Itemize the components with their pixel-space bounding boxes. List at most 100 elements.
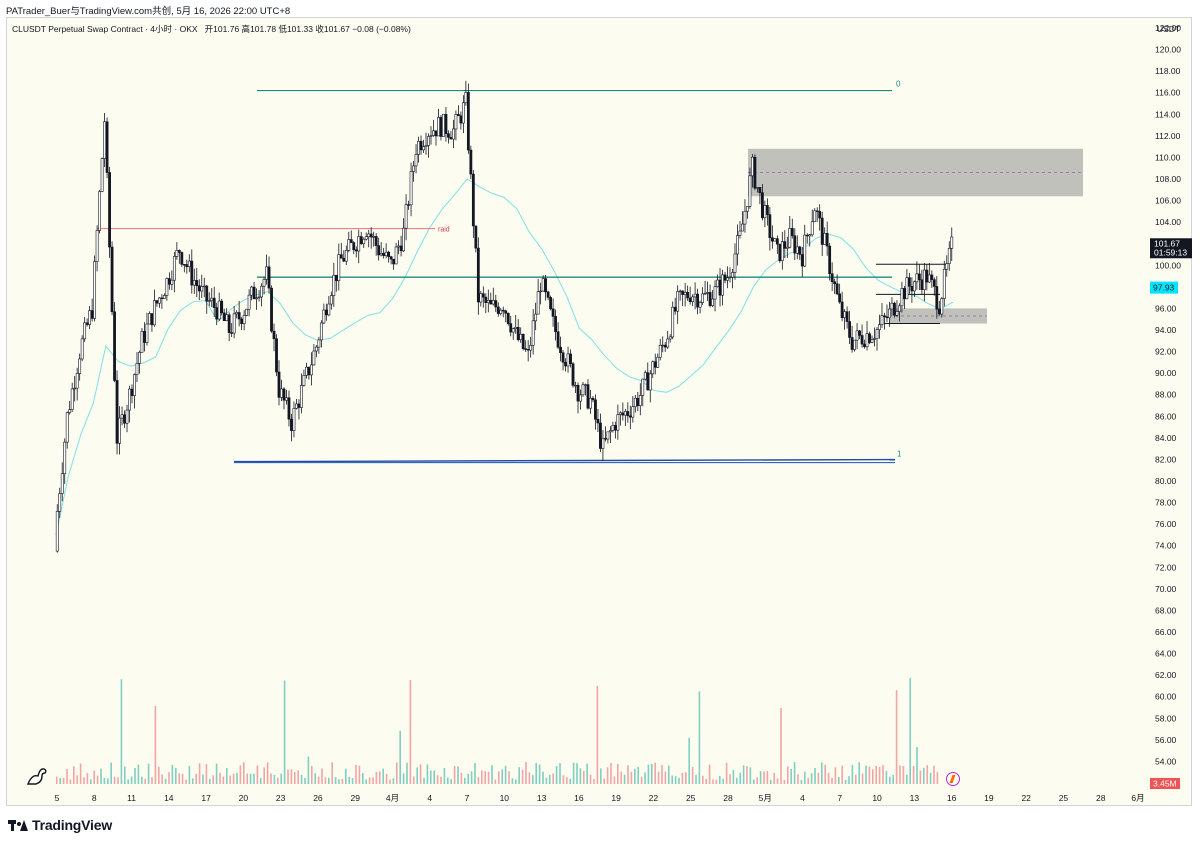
candle-body	[584, 384, 587, 386]
candle-body	[795, 246, 799, 254]
candle-body	[80, 338, 84, 360]
currency-label: USDT	[1157, 24, 1181, 34]
price-tick-label: 112.00	[1155, 131, 1181, 141]
price-tick-label: 56.00	[1155, 735, 1177, 745]
chart-area[interactable]	[6, 17, 1192, 806]
volume-bar	[96, 775, 99, 784]
candle-body	[611, 425, 615, 431]
candle-body	[785, 246, 789, 249]
candle-body	[850, 337, 854, 350]
moving-average	[55, 178, 954, 536]
legend-change: −0.08 (−0.08%)	[352, 24, 411, 34]
supply-zones[interactable]	[748, 148, 1083, 324]
candle-body	[666, 338, 670, 348]
price-tick-label: 88.00	[1155, 390, 1177, 400]
volume-bar	[831, 777, 833, 784]
volume-bar	[406, 762, 408, 784]
candle-body	[277, 371, 281, 398]
time-tick-label: 8	[92, 793, 97, 803]
candle-body	[853, 339, 856, 350]
dinosaur-icon[interactable]	[26, 766, 48, 786]
candle-body	[559, 346, 562, 354]
candle-body	[68, 409, 72, 413]
time-tick-label: 7	[465, 793, 470, 803]
candle-body	[83, 322, 87, 340]
candle-body	[270, 287, 273, 332]
candle-body	[925, 269, 929, 283]
volume-bar	[297, 770, 299, 784]
candle-body	[743, 210, 747, 225]
candle-body	[823, 233, 827, 245]
candle-body	[950, 236, 954, 249]
candle-body	[409, 171, 413, 206]
candle-body	[579, 394, 582, 402]
time-tick-label: 13	[537, 793, 547, 803]
legend-interval[interactable]: 4小时	[150, 24, 173, 34]
volume-bar	[249, 773, 252, 784]
volume-bar	[467, 773, 469, 784]
volume-bar	[848, 776, 850, 784]
candle-body	[616, 414, 620, 431]
price-axis[interactable]: 122.00 120.00 118.00 116.00 114.00 112.00 110.…	[1155, 23, 1181, 788]
candle-body	[830, 273, 834, 283]
candle-body	[718, 279, 722, 296]
volume-bar	[195, 774, 197, 784]
chart-credit: PATrader_Buer与TradingView.com共创, 5月 16, …	[6, 6, 291, 17]
volume-bar	[307, 756, 310, 784]
volume-bar	[355, 764, 357, 784]
candle-body	[880, 315, 884, 325]
volume-bar	[936, 772, 939, 784]
candle-body	[648, 373, 652, 391]
candle-body	[668, 336, 672, 340]
volume-bar	[86, 773, 89, 784]
lightning-icon[interactable]	[946, 772, 960, 786]
volume-bar	[827, 772, 830, 784]
candle-body	[571, 363, 575, 386]
candle-body	[172, 256, 176, 281]
candle-body	[751, 156, 754, 177]
volume-bar	[838, 776, 840, 784]
candle-body	[937, 308, 941, 315]
candle-body	[384, 251, 388, 256]
legend-symbol[interactable]: CLUSDT Perpetual Swap Contract	[12, 24, 143, 34]
candle-body	[561, 352, 565, 363]
candle-body	[439, 117, 443, 137]
candle-body	[143, 331, 146, 343]
tradingview-logo[interactable]: TradingView	[8, 817, 112, 833]
candle-body	[760, 192, 764, 219]
candle-body	[464, 92, 468, 104]
volume-bar	[797, 774, 799, 784]
volume-bar	[246, 773, 248, 784]
candle-body	[524, 348, 528, 350]
volume-bar	[426, 764, 429, 784]
volume-bar	[440, 776, 442, 784]
candle-body	[314, 346, 318, 352]
candle-body	[432, 130, 435, 136]
candle-body	[698, 302, 702, 308]
volume-bar	[226, 768, 228, 784]
volume-bar	[521, 769, 524, 784]
price-tick-label: 108.00	[1155, 174, 1181, 184]
candle-body	[387, 251, 391, 257]
time-axis[interactable]: 5 8 11 14 17 20 23 26 29 4月 4 7 10 13 16 19 22 25 28 5月 4 7 10…	[55, 793, 1145, 803]
candle-body	[504, 310, 508, 314]
volume-bar	[919, 770, 922, 784]
volume-bar	[800, 779, 803, 784]
volume-bar	[453, 766, 456, 784]
candle-body	[678, 290, 682, 293]
candle-body	[434, 130, 438, 137]
volume-bar	[144, 778, 146, 784]
time-tick-label: 14	[164, 793, 174, 803]
volume-bar	[552, 773, 554, 784]
horizontal-levels[interactable]: 0 1 raid	[97, 80, 946, 464]
candle-body	[820, 217, 824, 245]
candle-body	[255, 297, 258, 300]
volume-bar	[222, 776, 225, 784]
candle-body	[726, 277, 729, 281]
candle-body	[150, 313, 154, 326]
time-tick-label: 16	[947, 793, 957, 803]
candle-body	[422, 146, 425, 151]
candle-body	[636, 397, 640, 407]
volume-bar	[365, 779, 367, 784]
